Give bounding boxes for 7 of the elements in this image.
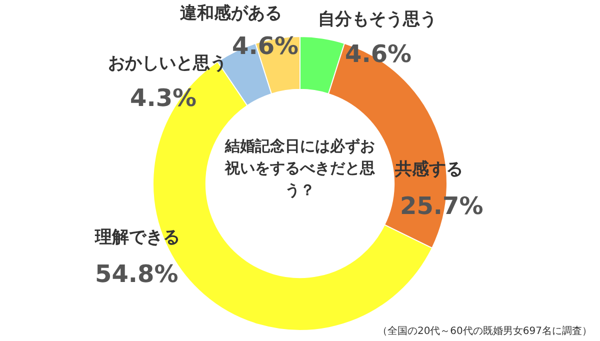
data-label: 54.8%	[95, 260, 178, 288]
text: 結婚記念日には必ずお祝いをするべきだと思う？	[225, 136, 375, 201]
slice-label: 違和感がある	[180, 3, 282, 24]
slice-label: 理解できる	[94, 227, 180, 248]
text: （全国の20代～60代の既婚男女697名に調査）	[377, 324, 592, 338]
slice-label: 共感する	[394, 159, 463, 180]
slice-label: 自分もそう思う	[318, 9, 437, 30]
